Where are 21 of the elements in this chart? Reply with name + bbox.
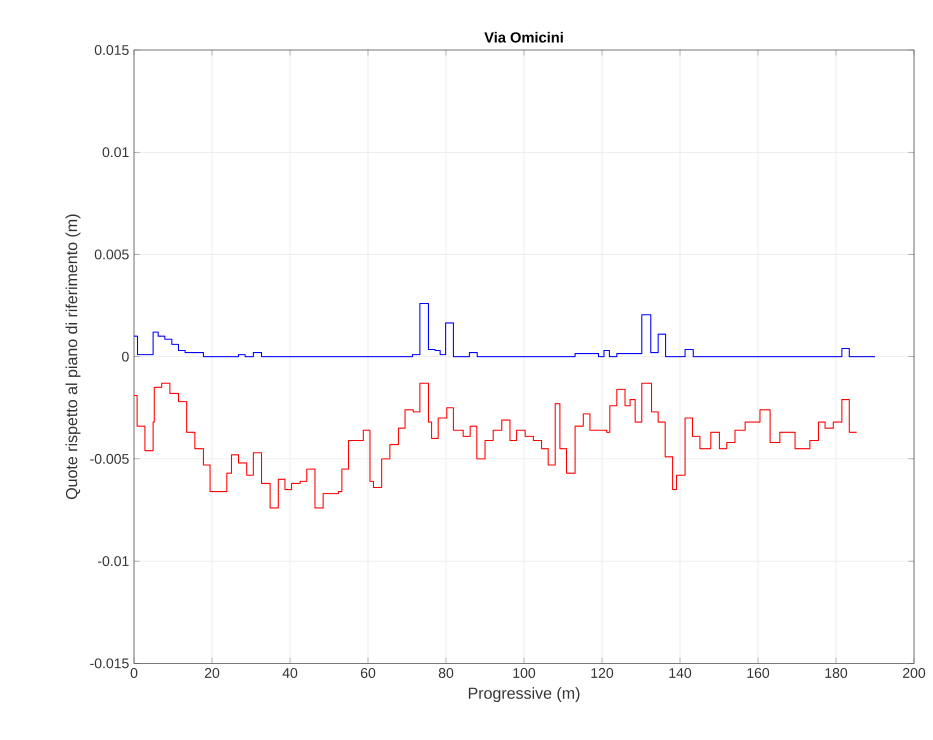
x-tick-label: 60 xyxy=(360,668,376,678)
x-tick-label: 200 xyxy=(903,668,926,678)
x-tick-label: 100 xyxy=(513,668,536,678)
y-axis-title: Quote rispetto al piano di riferimento (m) xyxy=(66,214,80,499)
x-tick-label: 180 xyxy=(825,668,848,678)
x-tick-label: 160 xyxy=(747,668,770,678)
y-tick-label: 0.005 xyxy=(94,249,129,260)
y-tick-label: -0.01 xyxy=(98,556,129,566)
x-tick-label: 20 xyxy=(204,668,220,678)
y-tick-label: 0 xyxy=(122,352,129,362)
y-tick-label: -0.005 xyxy=(90,454,129,464)
y-tick-label: -0.015 xyxy=(90,658,129,668)
x-tick-label: 0 xyxy=(130,668,138,678)
x-tick-label: 80 xyxy=(438,668,454,678)
chart-title: Via Omicini xyxy=(484,32,563,42)
x-tick-label: 120 xyxy=(591,668,614,678)
x-axis-title: Progressive (m) xyxy=(468,686,580,702)
x-tick-label: 40 xyxy=(282,668,298,678)
x-tick-label: 140 xyxy=(669,668,692,678)
y-tick-label: 0.01 xyxy=(102,147,129,158)
y-tick-label: 0.015 xyxy=(94,44,129,55)
